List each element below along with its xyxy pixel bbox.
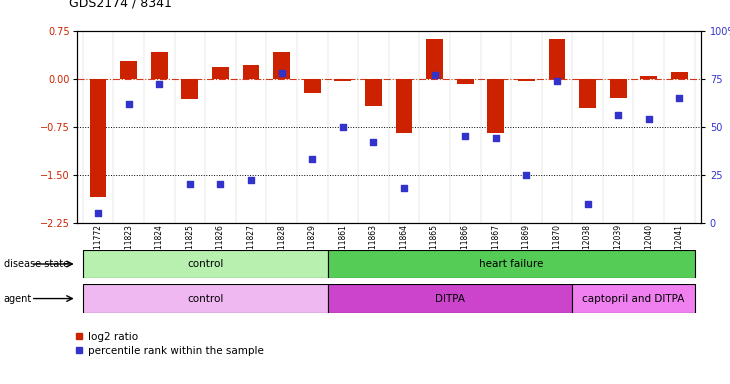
Bar [212,67,229,79]
Bar [151,52,168,79]
Bar [610,79,626,98]
Bar [457,79,474,84]
Point [184,181,196,187]
Point [582,200,593,207]
Point [612,112,624,118]
Point [398,185,410,191]
Point [215,181,226,187]
Text: GDS2174 / 8341: GDS2174 / 8341 [69,0,172,10]
Text: captopril and DITPA: captopril and DITPA [583,293,685,304]
Bar [182,79,199,99]
Text: control: control [187,259,223,269]
Text: disease state: disease state [4,259,69,269]
Point [674,95,685,101]
Text: control: control [187,293,223,304]
Bar [518,79,535,81]
Bar [579,79,596,108]
Text: DITPA: DITPA [435,293,465,304]
Bar [426,39,443,79]
Bar [242,65,259,79]
Bar [488,79,504,133]
Point [307,156,318,162]
Bar [120,61,137,79]
Point [245,177,257,184]
Point [459,133,471,139]
Legend: log2 ratio, percentile rank within the sample: log2 ratio, percentile rank within the s… [74,332,264,356]
Point [490,135,502,141]
Point [92,210,104,216]
Text: heart failure: heart failure [479,259,543,269]
Bar [328,284,572,313]
Bar [548,39,566,79]
Bar [273,52,290,79]
Bar [572,284,695,313]
Bar [365,79,382,106]
Bar [640,76,657,79]
Bar [304,79,320,93]
Point [643,116,655,122]
Bar [396,79,412,133]
Bar [671,72,688,79]
Point [520,172,532,178]
Point [368,139,380,145]
Bar [90,79,107,197]
Point [123,101,134,107]
Text: agent: agent [4,293,32,304]
Bar [328,250,695,278]
Point [337,124,349,130]
Point [551,78,563,84]
Point [276,70,288,76]
Bar [82,284,328,313]
Point [429,72,440,78]
Bar [82,250,328,278]
Bar [334,79,351,81]
Point [153,81,165,88]
